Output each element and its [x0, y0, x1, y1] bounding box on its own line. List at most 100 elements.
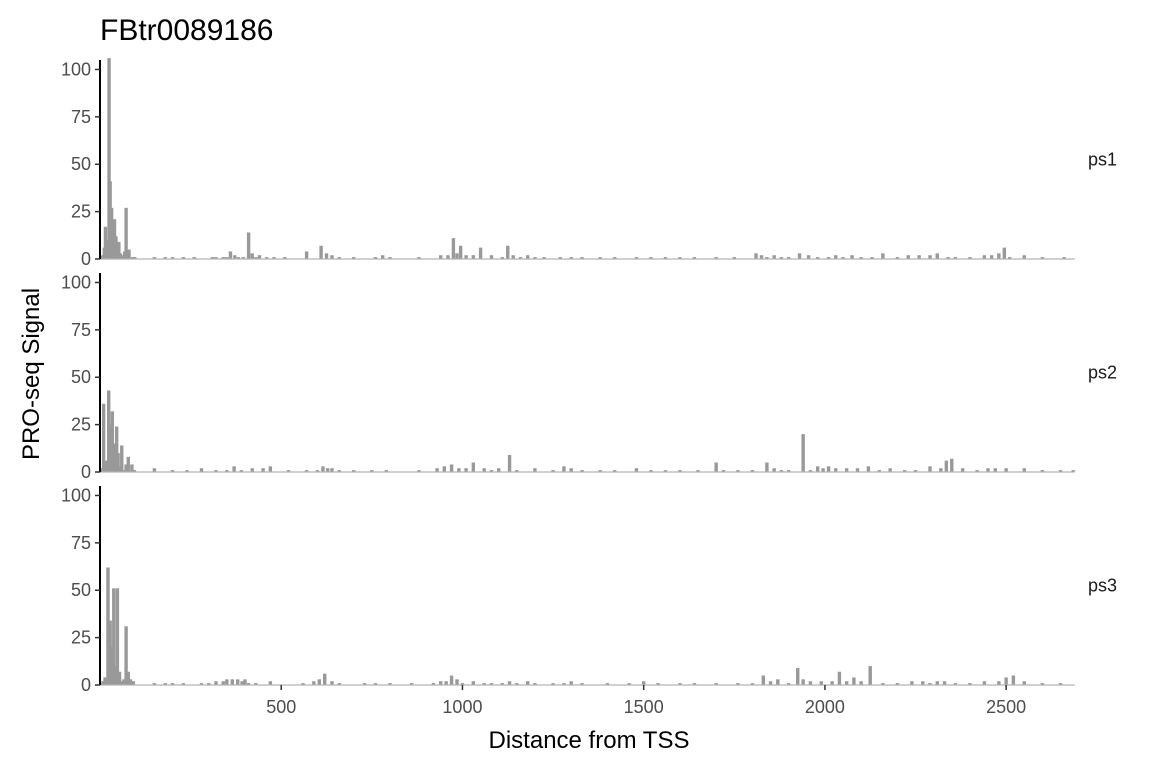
- bar: [627, 683, 631, 685]
- bar: [268, 681, 273, 685]
- bar: [946, 257, 950, 259]
- bar: [1058, 470, 1063, 472]
- bar: [772, 468, 776, 472]
- bar: [471, 255, 476, 259]
- bar: [815, 257, 820, 259]
- bar: [1004, 468, 1008, 472]
- bar: [750, 470, 755, 472]
- bar: [471, 462, 476, 472]
- bar: [232, 466, 236, 472]
- bar: [214, 470, 218, 472]
- bar: [1040, 470, 1045, 472]
- bar: [133, 257, 137, 259]
- bar: [116, 453, 120, 472]
- bar: [236, 679, 240, 685]
- bar: [678, 470, 682, 472]
- bar: [598, 257, 602, 259]
- bar: [881, 683, 885, 685]
- bar: [221, 257, 225, 259]
- bar: [457, 468, 461, 472]
- y-tick-label: 50: [71, 367, 91, 387]
- bar: [518, 257, 523, 259]
- bar: [352, 257, 356, 259]
- bar: [286, 470, 291, 472]
- bar: [268, 466, 273, 472]
- bar: [786, 257, 791, 259]
- bar: [736, 470, 740, 472]
- y-tick-label: 50: [71, 154, 91, 174]
- bar: [460, 683, 465, 685]
- bar: [317, 679, 321, 685]
- bar: [944, 460, 949, 472]
- bar: [1040, 683, 1045, 685]
- bar: [551, 470, 555, 472]
- bar: [337, 470, 341, 472]
- facet-panels: 0 25 50 75 100 ps1 0 25 50 75 100 ps2 0 25 50 75 100 ps3: [61, 58, 1117, 695]
- bar: [997, 253, 1001, 259]
- bar: [233, 255, 237, 259]
- bar: [902, 470, 907, 472]
- bar: [105, 240, 109, 259]
- bar: [819, 681, 823, 685]
- bar: [321, 466, 325, 472]
- bar: [103, 226, 108, 259]
- x-axis: 500 1000 1500 2000 2500: [266, 685, 1026, 717]
- bar: [841, 257, 845, 259]
- bar: [124, 207, 128, 259]
- bar: [373, 257, 378, 259]
- bar: [101, 403, 106, 472]
- bar: [533, 683, 537, 685]
- bar: [641, 681, 646, 685]
- facet-label: ps2: [1088, 363, 1117, 383]
- bar: [696, 470, 700, 472]
- bar: [410, 683, 414, 685]
- bar: [431, 683, 436, 685]
- bar: [163, 257, 167, 259]
- bar: [236, 257, 241, 259]
- bar: [714, 683, 718, 685]
- bar: [120, 681, 124, 685]
- bar: [953, 683, 958, 685]
- bar: [113, 666, 117, 685]
- bar: [301, 683, 305, 685]
- bar: [103, 677, 107, 685]
- bar: [451, 238, 456, 259]
- facet-panel-ps1: 0 25 50 75 100 ps1: [61, 58, 1117, 269]
- bar: [181, 683, 186, 685]
- bar: [975, 470, 979, 472]
- bar: [1062, 257, 1066, 259]
- bar: [776, 679, 780, 685]
- bar: [761, 675, 765, 685]
- bar: [928, 466, 932, 472]
- bar: [489, 255, 494, 259]
- bar: [122, 679, 126, 685]
- x-tick-label: 500: [266, 697, 296, 717]
- bar: [772, 255, 776, 259]
- bar: [993, 468, 997, 472]
- bar: [1022, 468, 1026, 472]
- facet-panel-ps2: 0 25 50 75 100 ps2: [61, 272, 1117, 482]
- bar: [826, 257, 831, 259]
- bar: [558, 257, 563, 259]
- bar: [1022, 255, 1026, 259]
- bar: [801, 434, 805, 472]
- bar: [515, 470, 519, 472]
- bar: [117, 671, 122, 685]
- x-tick-label: 1500: [624, 697, 664, 717]
- bar: [986, 468, 990, 472]
- bar: [759, 255, 764, 259]
- bar: [126, 456, 130, 472]
- bar: [304, 251, 309, 259]
- y-tick-label: 75: [71, 320, 91, 340]
- bar: [192, 257, 196, 259]
- bar: [612, 257, 617, 259]
- bar: [917, 255, 921, 259]
- bar: [834, 255, 838, 259]
- bar: [533, 257, 537, 259]
- bar: [482, 468, 486, 472]
- bar: [815, 466, 820, 472]
- bar: [352, 470, 356, 472]
- bar: [118, 253, 122, 259]
- bar: [750, 683, 755, 685]
